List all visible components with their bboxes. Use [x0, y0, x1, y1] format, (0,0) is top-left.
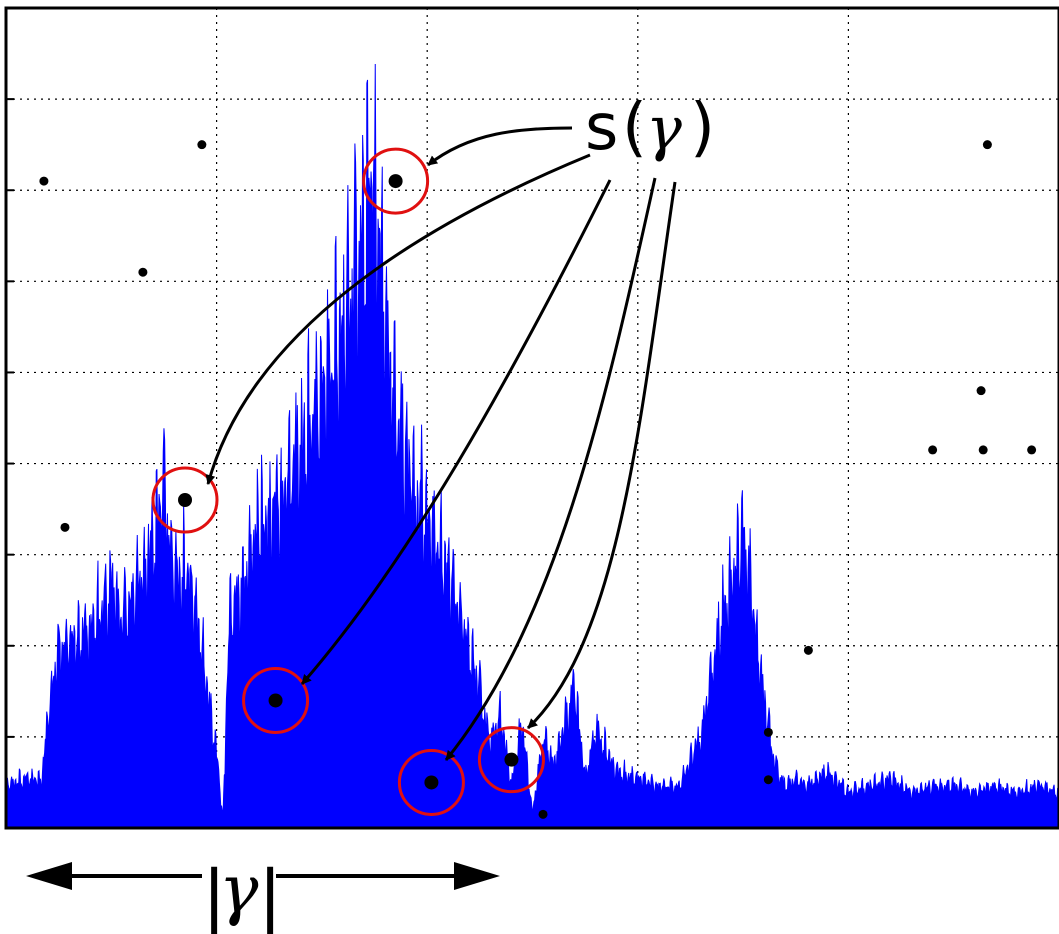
s-close-paren: ) [690, 91, 715, 165]
circled-point [504, 752, 519, 767]
scatter-point [928, 445, 938, 455]
width-gamma-symbol: γ [219, 851, 259, 928]
width-bar-right: | [258, 855, 282, 934]
highlight-circle [362, 147, 430, 215]
scatter-point [197, 140, 207, 150]
spectrum-area [6, 64, 1059, 828]
annotation-arrows [205, 126, 677, 761]
highlight-circle [151, 466, 219, 534]
s-open-paren: ( [622, 91, 647, 165]
s-gamma-symbol: γ [646, 94, 682, 164]
width-arrow-left-head [26, 862, 72, 890]
s-label: s [585, 91, 618, 165]
circled-points [151, 147, 545, 816]
arrow-to-point-4 [444, 177, 657, 761]
scatter-point [982, 140, 992, 150]
arrow-to-point-3 [300, 179, 612, 685]
plot-frame [4, 6, 1059, 830]
scatter-point [60, 522, 70, 532]
scatter-point [138, 267, 148, 277]
highlight-circle [397, 748, 465, 816]
circled-point [178, 493, 193, 507]
gamma-width-indicator: | γ | [26, 846, 500, 934]
scatter-point [763, 775, 773, 785]
scatter-point [538, 809, 548, 819]
highlight-circle [242, 666, 310, 734]
circled-point [388, 174, 403, 189]
scatter-point [976, 386, 986, 396]
highlight-circle [477, 726, 545, 794]
y-axis-ticks [6, 98, 14, 738]
scatter-point [763, 727, 773, 737]
scatter-point [978, 445, 988, 455]
s-gamma-label: s ( γ ) [585, 91, 715, 165]
width-bar-left: | [202, 855, 226, 934]
circled-point [268, 693, 283, 708]
width-arrow-right-head [454, 862, 500, 890]
spectrum-fill [6, 64, 1059, 828]
arrow-to-point-1 [427, 126, 573, 167]
circled-point [424, 775, 439, 790]
scatter-point [803, 645, 813, 655]
scatter-points [39, 140, 1037, 819]
width-label-backdrop [202, 846, 276, 934]
scatter-point [39, 176, 49, 186]
arrow-to-point-5 [526, 181, 677, 730]
arrow-to-point-2 [205, 153, 591, 485]
scatter-point [1027, 445, 1037, 455]
